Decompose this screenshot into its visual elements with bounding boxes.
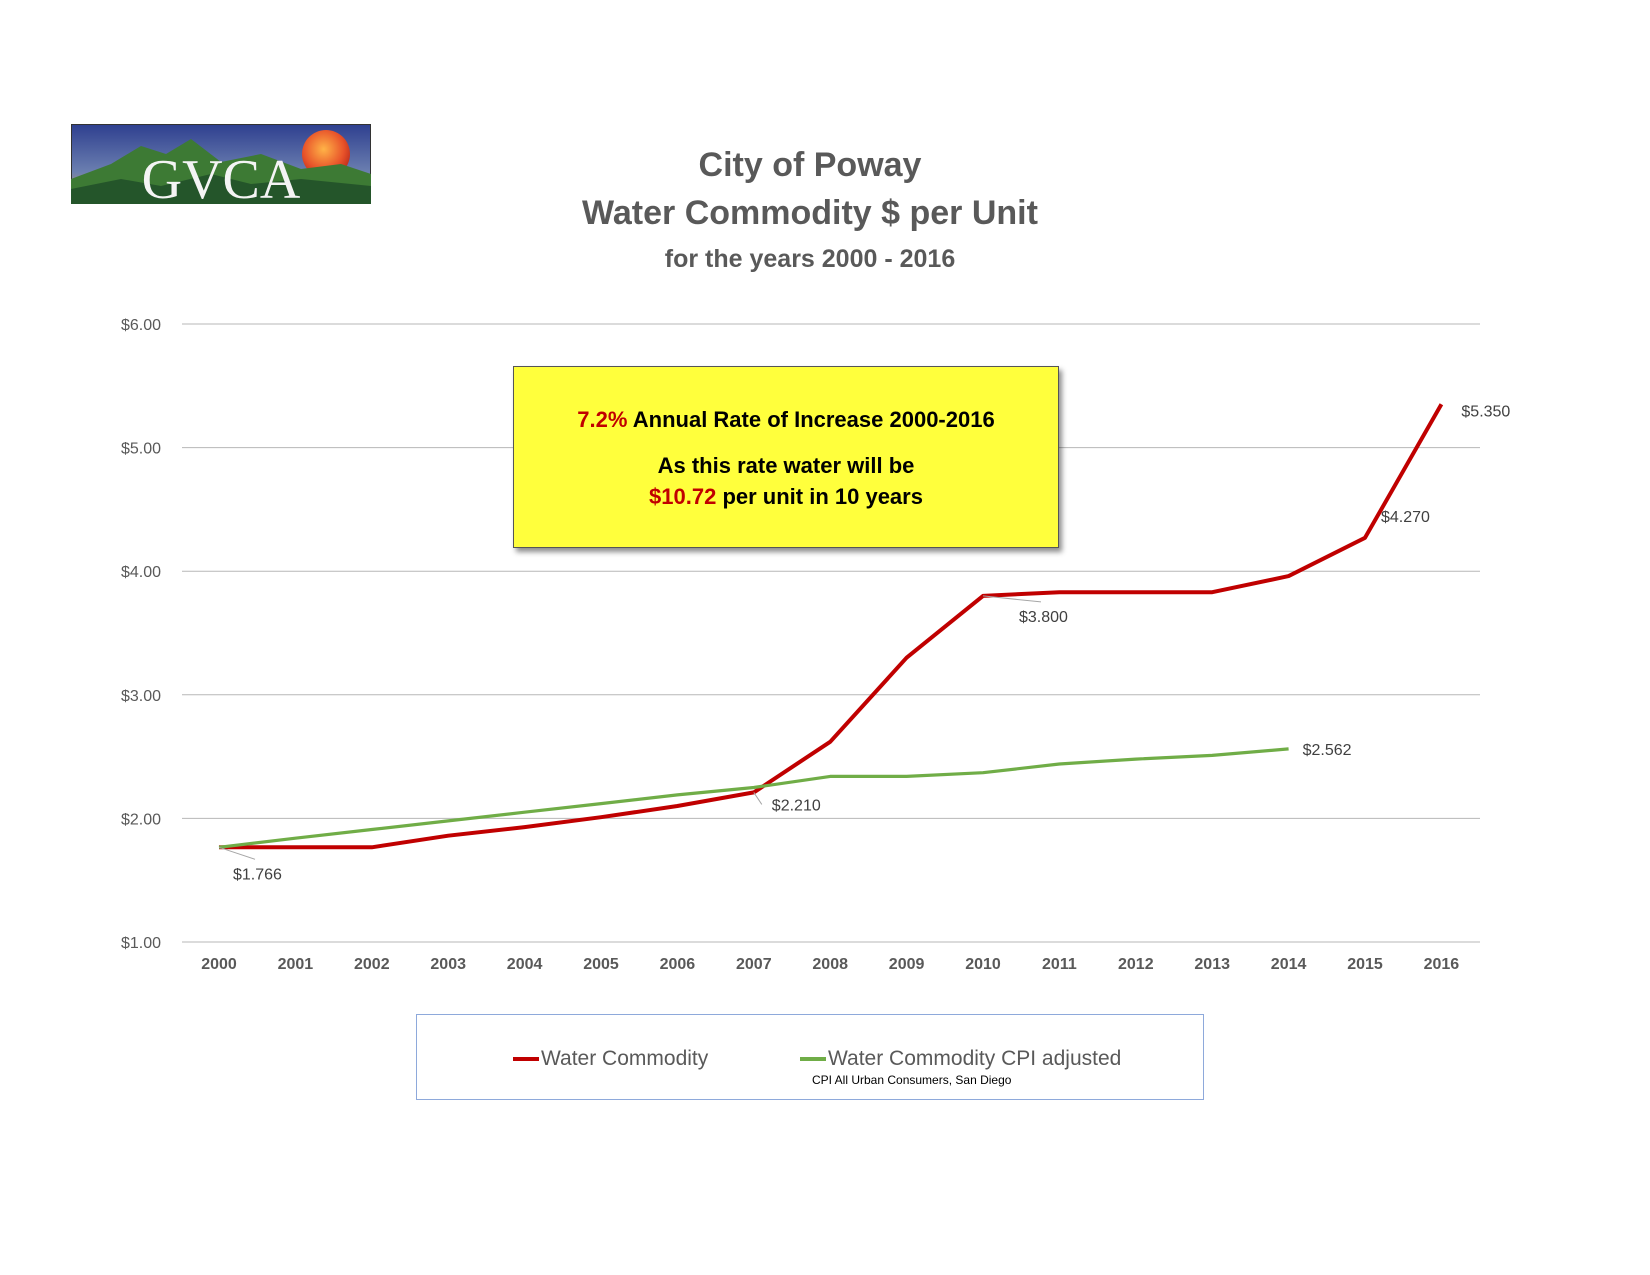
x-tick-label: 2004	[507, 956, 543, 973]
chart-title-line2: Water Commodity $ per Unit	[582, 194, 1038, 232]
legend-item-cpi-adjusted: Water Commodity CPI adjusted	[800, 1047, 1121, 1071]
y-tick-label: $3.00	[121, 688, 161, 705]
x-tick-label: 2001	[278, 956, 314, 973]
data-label-leader	[753, 792, 763, 805]
data-label: $5.350	[1461, 403, 1510, 420]
x-tick-label: 2008	[812, 956, 848, 973]
data-label: $2.210	[772, 797, 821, 814]
data-label: $3.800	[1019, 609, 1068, 626]
legend-note: CPI All Urban Consumers, San Diego	[812, 1073, 1012, 1087]
legend-label: Water Commodity CPI adjusted	[828, 1047, 1122, 1070]
series-lines	[218, 403, 1444, 850]
x-tick-label: 2016	[1424, 956, 1460, 973]
legend: Water Commodity Water Commodity CPI adju…	[416, 1014, 1204, 1100]
chart-subtitle: for the years 2000 - 2016	[664, 245, 956, 273]
x-tick-label: 2013	[1194, 956, 1230, 973]
gridlines	[182, 323, 1480, 943]
y-axis: $1.00 $2.00 $3.00 $4.00 $5.00 $6.00	[121, 317, 161, 952]
x-tick-label: 2012	[1118, 956, 1154, 973]
series-line-0	[219, 403, 1444, 850]
chart-title: City of Poway	[698, 146, 922, 184]
data-label: $1.766	[233, 866, 282, 883]
x-tick-label: 2014	[1271, 956, 1307, 973]
data-label: $2.562	[1303, 742, 1352, 759]
legend-item-water-commodity: Water Commodity	[513, 1047, 708, 1071]
y-tick-label: $1.00	[121, 935, 161, 952]
gvca-logo: GVCA	[71, 124, 371, 204]
y-tick-label: $4.00	[121, 564, 161, 581]
legend-swatch-green	[800, 1057, 826, 1062]
annotation-line3-text: per unit in 10 years	[716, 484, 923, 509]
data-label-leader	[982, 595, 1042, 603]
x-tick-label: 2011	[1042, 956, 1077, 973]
y-tick-label: $5.00	[121, 441, 161, 458]
line-chart: $1.00$2.00$3.00$4.00$5.00$6.00 2000 2001 2…	[121, 317, 1510, 973]
y-tick-label: $6.00	[121, 317, 161, 334]
data-label-leader	[218, 846, 256, 860]
annotation-box: 7.2% Annual Rate of Increase 2000-2016 A…	[513, 366, 1059, 548]
y-tick-label: $2.00	[121, 811, 161, 828]
x-tick-label: 2005	[583, 956, 619, 973]
series-line-1	[218, 747, 1289, 849]
x-tick-label: 2010	[965, 956, 1001, 973]
x-tick-label: 2000	[201, 956, 237, 973]
logo-text: GVCA	[142, 149, 301, 204]
x-tick-label: 2015	[1347, 956, 1383, 973]
annotation-line1-text: Annual Rate of Increase 2000-2016	[627, 407, 995, 432]
x-tick-label: 2002	[354, 956, 390, 973]
annotation-line3: $10.72 per unit in 10 years	[514, 484, 1058, 510]
annotation-rate: 7.2%	[577, 407, 628, 432]
annotation-line1: 7.2% Annual Rate of Increase 2000-2016	[514, 407, 1058, 433]
x-tick-label: 2003	[430, 956, 466, 973]
annotation-line2: As this rate water will be	[657, 453, 915, 478]
x-tick-label: 2007	[736, 956, 772, 973]
data-label: $4.270	[1381, 509, 1430, 526]
x-tick-label: 2009	[889, 956, 925, 973]
data-labels: $1.766 $2.210 $3.800 $4.270 $5.350 $2.562	[218, 403, 1510, 883]
legend-swatch-red	[513, 1057, 539, 1062]
x-tick-label: 2006	[660, 956, 696, 973]
legend-label: Water Commodity	[541, 1047, 709, 1070]
annotation-projection: $10.72	[649, 484, 717, 509]
x-axis: 2000 2001 2002 2003 2004 2005 2006 2007 2008 2009…	[201, 956, 1459, 973]
